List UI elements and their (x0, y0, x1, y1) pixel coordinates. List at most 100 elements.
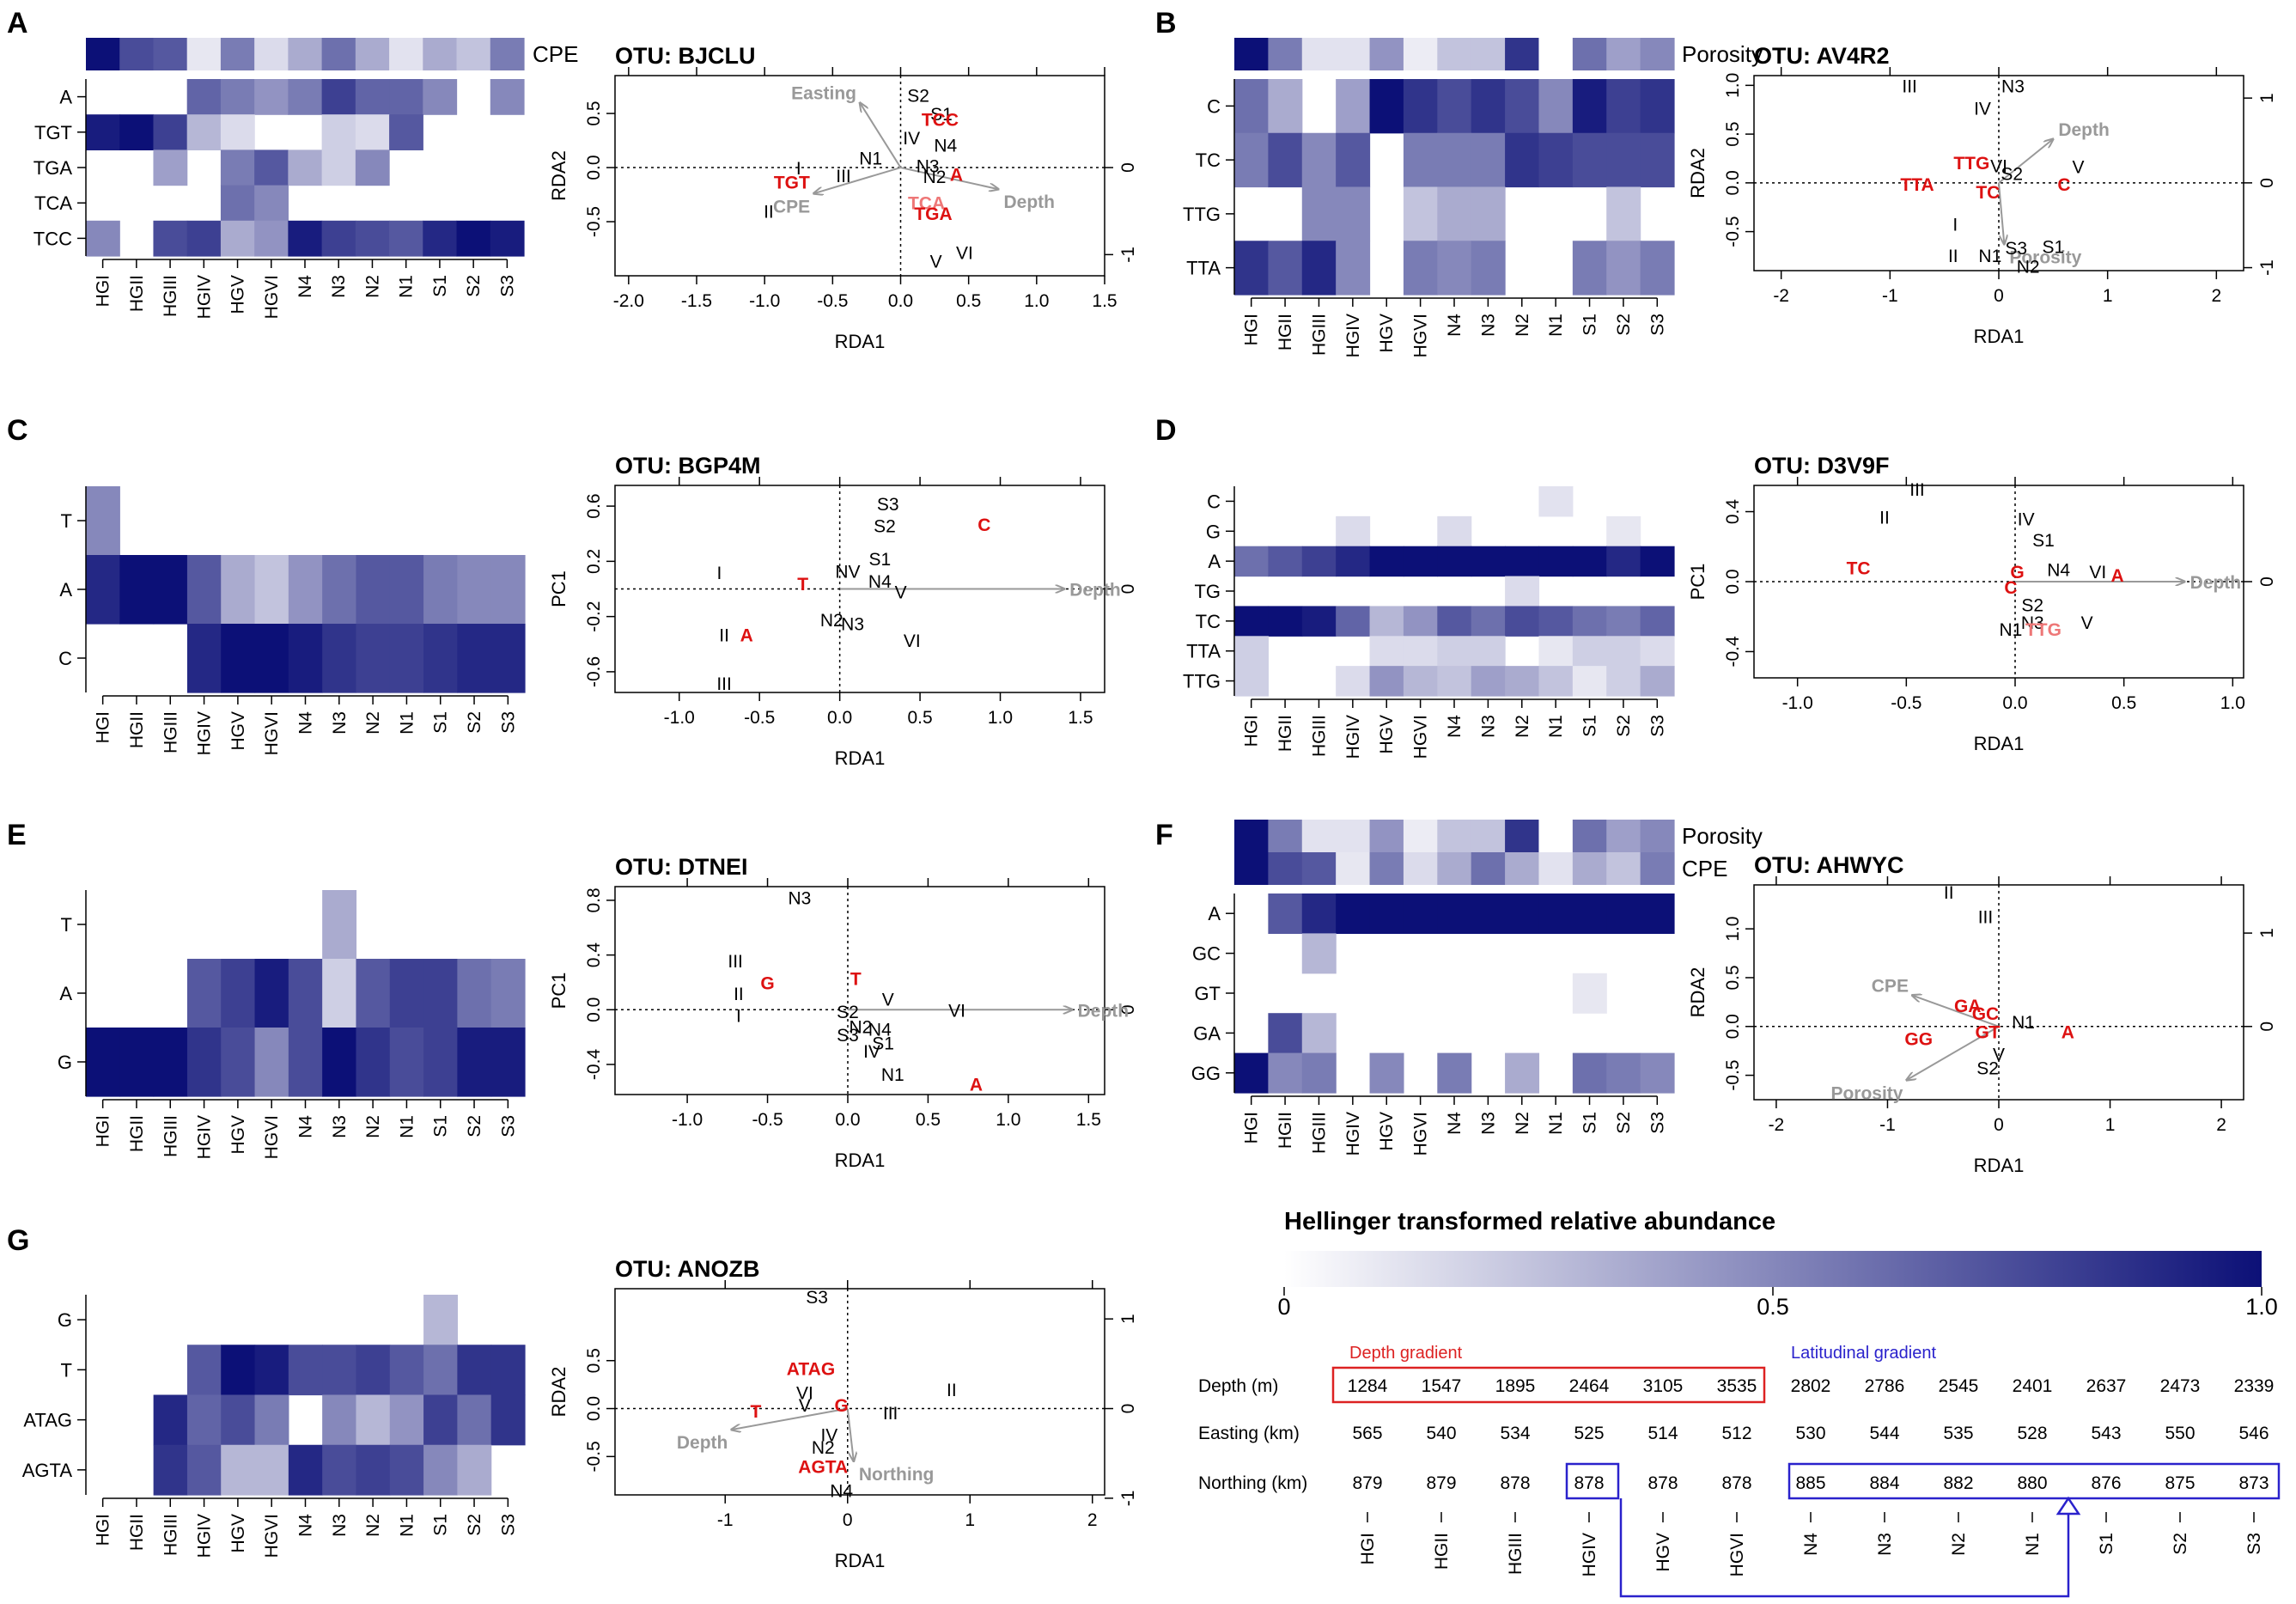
column-label: HGIII (161, 275, 180, 317)
site-label: II (719, 626, 729, 646)
column-label: HGVI (262, 275, 282, 319)
column-label: S3 (498, 711, 518, 734)
table-site-label: N4 (1801, 1533, 1821, 1556)
column-label: N2 (1513, 1112, 1532, 1135)
colorbar-gradient-bar (1284, 1251, 2262, 1287)
y-tick-label: -0.4 (1723, 636, 1743, 668)
covariate-cell (1572, 38, 1607, 70)
heat-cell (1471, 666, 1506, 697)
row-label: TTA (1186, 641, 1221, 662)
x-tick-label: -0.5 (817, 291, 848, 311)
covariate-cell (1505, 852, 1540, 885)
column-label: HGIII (161, 711, 180, 753)
heat-cell (457, 555, 492, 625)
covariate-cell (153, 38, 188, 70)
heat-cell (186, 1028, 222, 1097)
heat-cell (1437, 515, 1472, 547)
x-tick-label: 1 (2105, 1115, 2116, 1135)
heat-cell (1640, 666, 1675, 697)
heat-cell (86, 555, 120, 625)
heat-cell (356, 624, 391, 693)
table-cell: 2637 (2086, 1376, 2127, 1396)
covariate-cell (1505, 820, 1540, 852)
table-site-label: HGII (1432, 1533, 1452, 1570)
column-label: N3 (1478, 1112, 1498, 1135)
heat-cell (423, 1028, 458, 1097)
right-tick-label: 1 (2257, 928, 2277, 938)
heat-cell (1471, 186, 1506, 241)
covariate-cell (1268, 38, 1303, 70)
table-site-label: S3 (2244, 1533, 2264, 1555)
covariate-cell (1234, 38, 1269, 70)
heat-cell (1369, 666, 1404, 697)
heat-cell (153, 1444, 188, 1496)
heat-cell (1403, 546, 1438, 577)
covariate-cell (1471, 820, 1506, 852)
column-label: S1 (430, 275, 450, 297)
x-tick-label: 1 (965, 1510, 975, 1530)
heat-cell (1538, 636, 1574, 667)
allele-label: A (2110, 566, 2123, 586)
latitudinal-gradient-label: Latitudinal gradient (1791, 1344, 1936, 1363)
heat-cell (1437, 893, 1472, 934)
row-label: GA (1193, 1022, 1221, 1044)
env-vector-label: Depth (1004, 192, 1056, 212)
heat-cell (1640, 546, 1675, 577)
table-cell: 512 (1721, 1424, 1751, 1443)
row-label: G (1206, 521, 1221, 542)
heat-cell (356, 1394, 391, 1446)
allele-label: T (750, 1402, 761, 1422)
heat-cell (1336, 241, 1371, 296)
covariate-cell (423, 38, 458, 70)
heat-cell (1505, 576, 1540, 607)
y-tick-label: 0.5 (1723, 965, 1743, 990)
x-tick-label: -1 (717, 1510, 734, 1530)
table-site-label: HGV (1653, 1533, 1673, 1572)
heat-cell (1606, 79, 1641, 134)
site-label: N1 (2000, 620, 2023, 640)
y-tick-label: 0.0 (584, 997, 604, 1022)
column-label: S2 (1614, 314, 1634, 336)
heat-cell (423, 1295, 458, 1345)
heat-cell (355, 220, 390, 257)
column-label: HGV (1377, 715, 1397, 754)
covariate-label: CPE (1682, 856, 1727, 881)
column-label: S2 (464, 275, 484, 297)
site-label: S3 (806, 1288, 828, 1308)
heat-cell (254, 1345, 289, 1396)
x-tick-label: 1.5 (1092, 291, 1117, 311)
x-tick-label: -0.5 (752, 1110, 783, 1130)
y-tick-label: 0.4 (1723, 499, 1743, 525)
covariate-cell (288, 38, 323, 70)
column-label: HGII (127, 711, 147, 748)
table-site-label: S1 (2097, 1533, 2116, 1555)
heat-cell (322, 1028, 357, 1097)
column-label: N3 (330, 711, 350, 735)
heat-cell (186, 1345, 222, 1396)
column-label: HGIV (1343, 715, 1363, 759)
heat-cell (288, 959, 323, 1028)
column-label: HGV (228, 1514, 248, 1553)
allele-label: TGT (774, 173, 810, 192)
heat-cell (490, 1345, 526, 1396)
x-tick-label: 2 (2216, 1115, 2226, 1135)
column-label: N1 (1546, 715, 1566, 738)
covariate-cell (1640, 38, 1675, 70)
column-label: HGI (1242, 314, 1262, 345)
env-vector-label: Northing (859, 1465, 934, 1485)
heat-cell (457, 1345, 492, 1396)
ordination-panel-c: OTU: BGP4M -1.0 -0.5 0.0 0.5 1.0 1.5 0.6 0.2 -0.2… (548, 453, 1138, 769)
row-label: TTG (1183, 204, 1221, 225)
table-site-label: HGIII (1506, 1533, 1526, 1575)
table-cell: 879 (1352, 1473, 1382, 1493)
heat-cell (288, 624, 323, 693)
x-tick-label: -1.0 (749, 291, 780, 311)
site-label: I (736, 1007, 741, 1027)
colorbar-tick-label: 0.5 (1757, 1294, 1789, 1320)
heat-cell (288, 149, 323, 186)
x-tick-label: -1 (1882, 286, 1898, 306)
site-label: IV (903, 129, 920, 149)
heat-cell (254, 79, 289, 115)
covariate-cell (1437, 820, 1472, 852)
covariate-cell (1471, 38, 1506, 70)
